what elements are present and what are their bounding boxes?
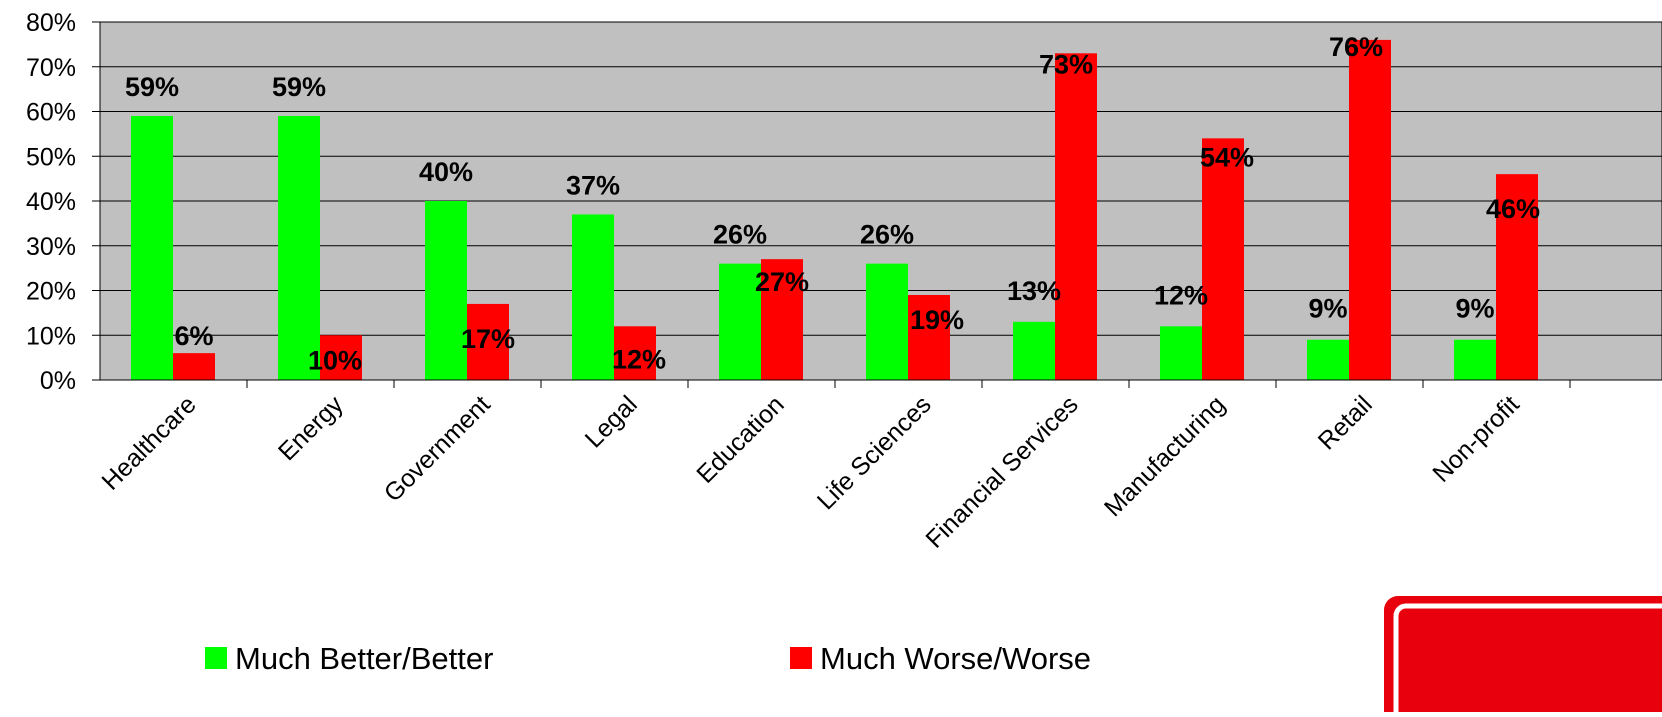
brand-logo-icon xyxy=(1384,596,1662,717)
logo-badge-border xyxy=(1393,603,1662,717)
data-label-much-better-better-manufacturing: 12% xyxy=(1154,280,1208,310)
y-tick-label: 20% xyxy=(26,278,76,306)
data-label-much-worse-worse-manufacturing: 54% xyxy=(1200,142,1254,172)
y-tick-label: 60% xyxy=(26,99,76,127)
legend-label-much-better-better: Much Better/Better xyxy=(235,641,493,676)
category-label-energy: Energy xyxy=(273,390,349,466)
y-tick-label: 40% xyxy=(26,188,76,216)
category-label-life-sciences: Life Sciences xyxy=(812,390,937,515)
data-label-much-worse-worse-education: 27% xyxy=(755,267,809,297)
data-label-much-better-better-legal: 37% xyxy=(566,170,620,200)
data-label-much-better-better-government: 40% xyxy=(419,157,473,187)
bar-much-worse-worse-legal xyxy=(614,326,656,380)
data-label-much-better-better-life-sciences: 26% xyxy=(860,220,914,250)
data-label-much-worse-worse-retail: 76% xyxy=(1329,32,1383,62)
logo-badge xyxy=(1384,596,1662,717)
y-tick-label: 30% xyxy=(26,233,76,261)
data-label-much-worse-worse-non-profit: 46% xyxy=(1486,194,1540,224)
y-tick-label: 50% xyxy=(26,143,76,171)
category-label-government: Government xyxy=(379,390,496,507)
bar-much-better-better-financial-services xyxy=(1013,321,1055,380)
data-label-much-better-better-retail: 9% xyxy=(1308,294,1347,324)
data-label-much-better-better-healthcare: 59% xyxy=(125,72,179,102)
category-label-healthcare: Healthcare xyxy=(96,390,201,495)
data-label-much-worse-worse-legal: 12% xyxy=(612,344,666,374)
bar-much-better-better-life-sciences xyxy=(866,263,908,380)
category-label-retail: Retail xyxy=(1313,390,1378,455)
category-label-non-profit: Non-profit xyxy=(1427,390,1524,487)
category-label-manufacturing: Manufacturing xyxy=(1099,390,1231,522)
bar-much-better-better-legal xyxy=(572,214,614,380)
y-tick-label: 10% xyxy=(26,322,76,350)
data-label-much-better-better-non-profit: 9% xyxy=(1455,294,1494,324)
plot-area xyxy=(99,21,1662,381)
bar-much-better-better-education xyxy=(719,263,761,380)
category-label-education: Education xyxy=(691,390,789,488)
bar-much-better-better-healthcare xyxy=(131,115,173,380)
category-label-financial-services: Financial Services xyxy=(921,390,1084,553)
data-label-much-worse-worse-life-sciences: 19% xyxy=(910,305,964,335)
data-label-much-worse-worse-government: 17% xyxy=(461,324,515,354)
bar-much-worse-worse-education xyxy=(761,259,803,380)
y-tick-label: 0% xyxy=(40,367,76,395)
bar-much-worse-worse-non-profit xyxy=(1496,174,1538,380)
bar-much-better-better-retail xyxy=(1307,339,1349,380)
data-label-much-worse-worse-energy: 10% xyxy=(308,345,362,375)
legend: Much Better/Better Much Worse/Worse xyxy=(205,641,1091,676)
data-label-much-better-better-education: 26% xyxy=(713,220,767,250)
data-label-much-better-better-energy: 59% xyxy=(272,72,326,102)
bar-much-worse-worse-healthcare xyxy=(173,353,215,380)
bar-much-worse-worse-financial-services xyxy=(1055,53,1097,380)
legend-swatch-much-worse-worse xyxy=(790,647,812,669)
bar-much-worse-worse-government xyxy=(467,303,509,380)
bar-much-worse-worse-retail xyxy=(1349,39,1391,381)
bar-much-better-better-manufacturing xyxy=(1160,326,1202,380)
y-tick-label: 80% xyxy=(26,9,76,37)
data-label-much-better-better-financial-services: 13% xyxy=(1007,276,1061,306)
bar-much-better-better-non-profit xyxy=(1454,339,1496,380)
category-label-legal: Legal xyxy=(580,390,643,453)
legend-swatch-much-better-better xyxy=(205,647,227,669)
bar-much-better-better-energy xyxy=(278,115,320,380)
bar-much-better-better-government xyxy=(425,201,467,380)
bar-much-worse-worse-life-sciences xyxy=(908,294,950,380)
legend-label-much-worse-worse: Much Worse/Worse xyxy=(820,641,1091,676)
data-labels: 59% 6% 59% 10% 40% 17% 37% 12% 26% 27% 26% 19% 13% 73… xyxy=(125,32,1540,375)
y-tick-label: 70% xyxy=(26,54,76,82)
bar-much-worse-worse-manufacturing xyxy=(1202,138,1244,380)
data-label-much-worse-worse-healthcare: 6% xyxy=(174,321,213,351)
bar-much-worse-worse-energy xyxy=(320,335,362,380)
data-label-much-worse-worse-financial-services: 73% xyxy=(1039,49,1093,79)
